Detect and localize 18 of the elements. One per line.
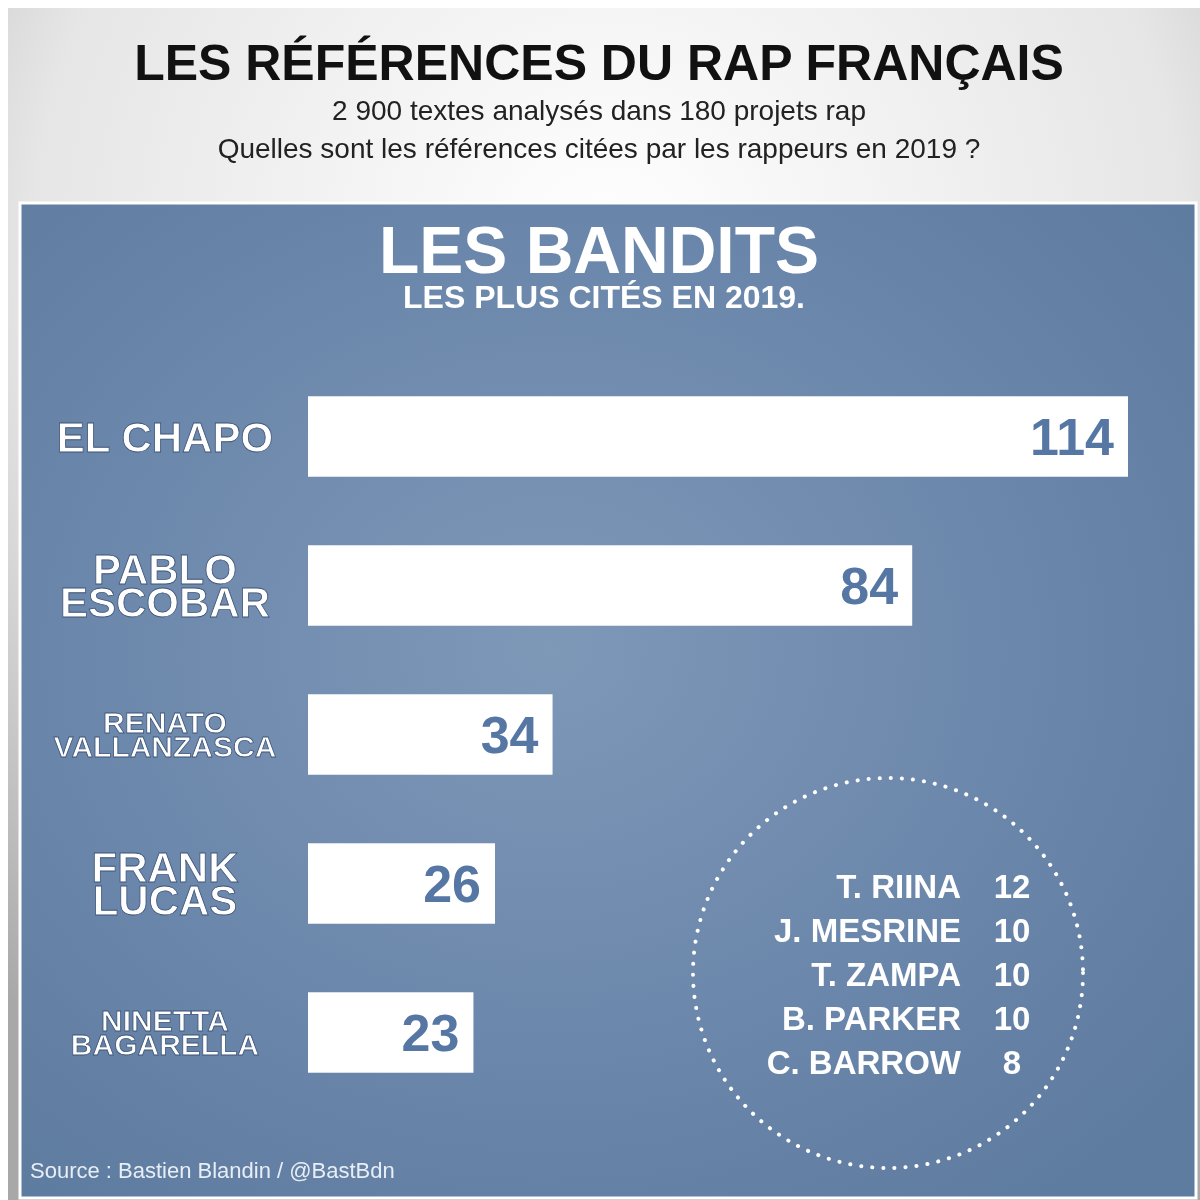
y-tick-label: EL CHAPO	[56, 413, 274, 461]
data-label: 114	[1030, 408, 1115, 467]
annotation: T. ZAMPA 10	[811, 956, 1031, 993]
y-tick-label: FRANK LUCAS	[91, 843, 239, 925]
data-label: 23	[401, 1004, 460, 1063]
source-note: Source : Bastien Blandin / @BastBdn	[30, 1158, 395, 1183]
annotation: T. RIINA 12	[836, 868, 1031, 905]
y-tick-label: PABLO ESCOBAR	[59, 545, 271, 627]
chart-title: LES RÉFÉRENCES DU RAP FRANÇAIS	[134, 35, 1064, 91]
text: C. BARROW 8	[766, 1044, 1022, 1081]
data-label: 84	[840, 557, 899, 616]
data-label: 34	[480, 706, 539, 765]
annotation: B. PARKER 10	[781, 1000, 1031, 1037]
y-tick-label: RENATO VALLANZASCA	[53, 706, 277, 764]
chart-subtitle: 2 900 textes analysés dans 180 projets rap Quelles sont les références citées par les rappeurs en 2019 ?	[217, 95, 981, 164]
data-label: 26	[423, 855, 482, 914]
y-tick-label: NINETTA BAGARELLA	[70, 1004, 260, 1062]
annotation: J. MESRINE 10	[773, 912, 1031, 949]
